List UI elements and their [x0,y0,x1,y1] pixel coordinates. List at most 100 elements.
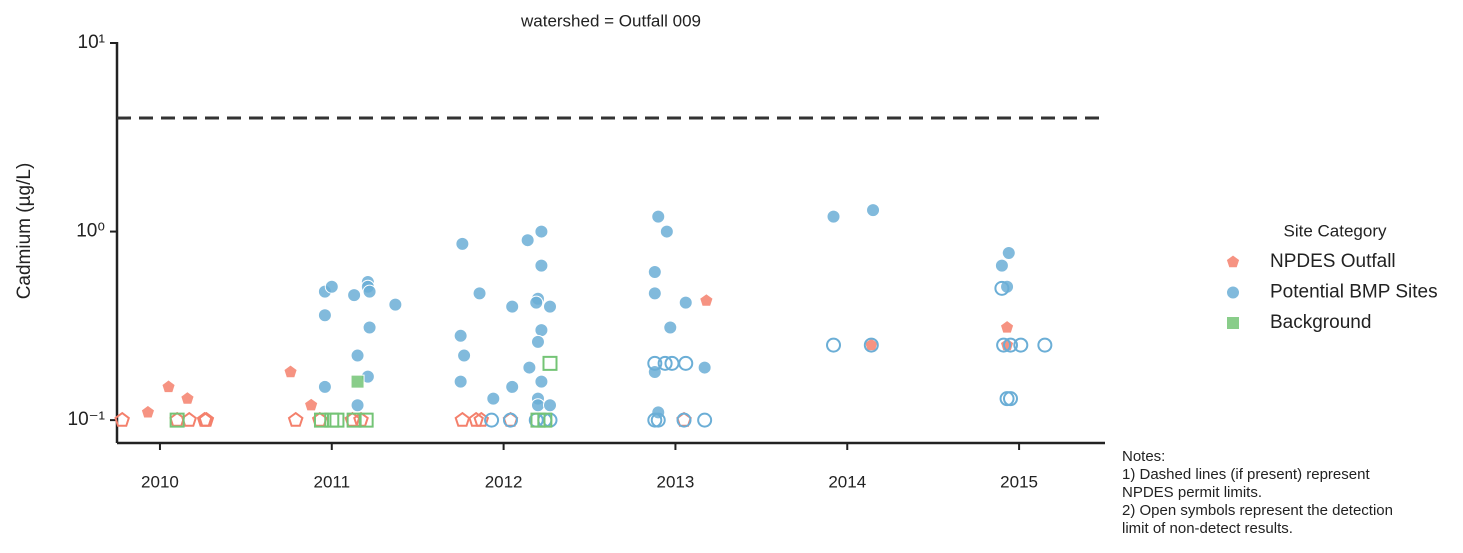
data-point [994,258,1009,273]
data-point [486,391,501,406]
data-point [650,412,666,428]
data-point [534,258,549,273]
data-point [505,299,520,314]
data-point [530,398,545,413]
note-line: 1) Dashed lines (if present) represent [1122,466,1370,483]
legend-label: NPDES Outfall [1270,251,1396,272]
data-point [1002,391,1018,407]
note-line: NPDES permit limits. [1122,484,1262,501]
data-point [542,355,558,371]
x-tick-label: 2010 [141,472,179,491]
data-point [453,374,468,389]
data-point [140,404,156,419]
data-point [534,374,549,389]
data-point [826,209,841,224]
data-point [324,279,339,294]
data-point [863,337,879,353]
data-point [468,411,484,427]
data-point [651,209,666,224]
data-point [317,379,332,394]
x-tick-label: 2013 [657,472,695,491]
data-point [647,265,662,280]
legend-title: Site Category [1284,221,1387,240]
y-tick-label: 10¹ [78,32,105,53]
data-point [453,328,468,343]
data-point [647,286,662,301]
data-point [362,284,377,299]
data-point [543,299,558,314]
data-point [678,295,693,310]
data-point [647,355,663,371]
data-point [537,412,553,428]
data-point [543,398,558,413]
data-point [484,412,500,428]
data-point [347,288,362,303]
data-point [505,379,520,394]
data-point [663,320,678,335]
x-tick-label: 2012 [485,472,523,491]
data-point [169,412,185,428]
data-point [999,319,1015,334]
data-point [161,379,176,394]
data-point [329,412,345,428]
data-point [1037,337,1053,353]
data-point [287,411,304,427]
data-point [534,224,549,239]
data-point [303,397,319,412]
data-point [530,334,545,349]
data-point [114,411,130,427]
x-tick-label: 2014 [828,472,866,491]
data-point [697,360,712,375]
data-point [664,355,680,371]
y-tick-label: 10⁻¹ [68,409,106,430]
data-point [994,280,1010,296]
data-point [676,412,692,428]
data-point [659,224,674,239]
y-tick-label: 10⁰ [76,221,105,242]
data-point [198,411,215,427]
data-point [358,412,374,428]
data-point [1013,337,1029,353]
note-line: limit of non-detect results. [1122,520,1293,537]
data-point [699,293,714,307]
data-point [472,286,487,301]
data-point [362,320,377,335]
data-point [350,398,365,413]
data-point [350,374,365,389]
data-point [1001,245,1016,260]
legend-marker [1225,254,1241,269]
data-point [317,308,332,323]
legend-label: Background [1270,312,1371,333]
data-point [697,412,713,428]
data-point [283,364,298,379]
data-point [457,348,472,363]
data-point [313,412,329,428]
data-point [454,411,471,427]
data-point [388,297,403,312]
data-point [866,203,881,218]
data-point [534,323,549,338]
y-axis-label: Cadmium (µg/L) [14,163,35,300]
chart-title: watershed = Outfall 009 [520,11,701,30]
data-point [529,295,544,310]
data-point [1002,337,1018,353]
data-point [678,355,694,371]
data-point [826,337,842,353]
data-point [657,355,673,371]
data-point [996,337,1012,353]
x-tick-label: 2015 [1000,472,1038,491]
legend-label: Potential BMP Sites [1270,282,1438,303]
note-line: Notes: [1122,448,1165,465]
data-point [520,233,535,248]
data-point [350,348,365,363]
data-point [455,236,470,251]
legend-marker [1226,316,1240,330]
x-tick-label: 2011 [314,472,351,491]
data-point [502,412,518,428]
data-point [522,360,537,375]
note-line: 2) Open symbols represent the detection [1122,502,1393,519]
data-point [180,390,195,405]
legend-marker [1226,285,1240,300]
